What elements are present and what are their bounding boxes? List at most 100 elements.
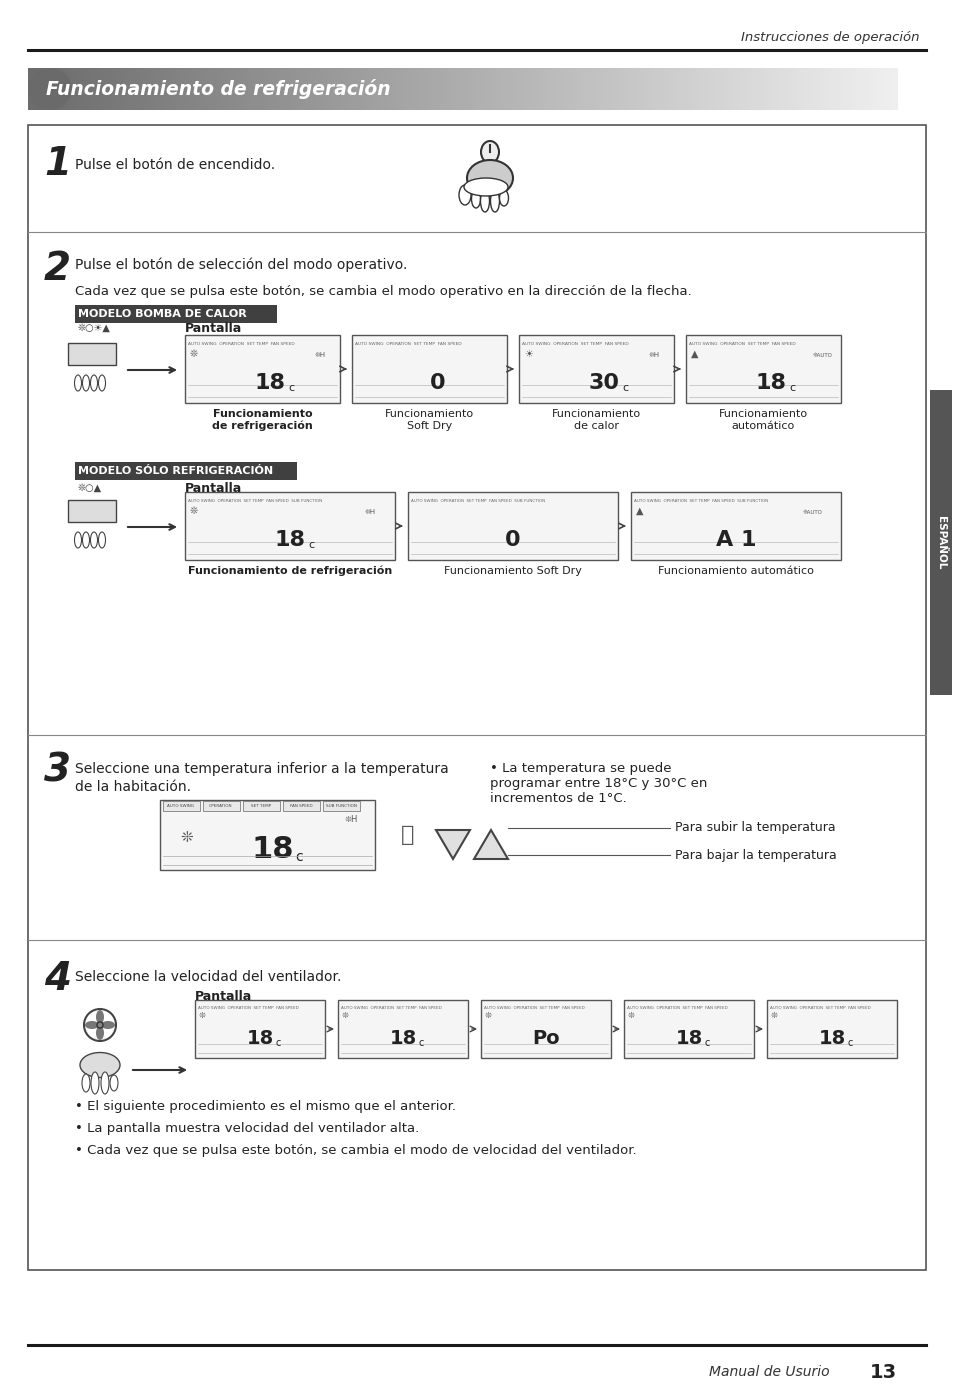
Bar (726, 69, 730, 111)
Text: 3: 3 (44, 752, 71, 790)
Text: ❊○☀▲: ❊○☀▲ (78, 323, 111, 333)
Bar (691, 69, 695, 111)
Bar (480, 69, 483, 111)
Bar (804, 69, 808, 111)
Bar (526, 69, 530, 111)
Bar (891, 69, 895, 111)
Text: ❊: ❊ (770, 1011, 778, 1021)
Bar (700, 69, 703, 111)
Bar (779, 69, 781, 111)
Bar (598, 69, 602, 111)
Bar (395, 69, 399, 111)
Bar (341, 69, 344, 111)
Text: ❊H: ❊H (345, 815, 358, 825)
Text: AUTO SWING  OPERATION  SET TEMP  FAN SPEED  SUB FUNCTION: AUTO SWING OPERATION SET TEMP FAN SPEED … (634, 498, 767, 503)
Bar (66, 69, 69, 111)
Bar (729, 69, 733, 111)
Text: • Cada vez que se pulsa este botón, se cambia el modo de velocidad del ventilado: • Cada vez que se pulsa este botón, se c… (75, 1144, 636, 1156)
Ellipse shape (110, 1075, 118, 1091)
Bar (860, 69, 862, 111)
Bar (355, 69, 358, 111)
Bar (819, 69, 822, 111)
Ellipse shape (480, 141, 498, 162)
Bar (590, 69, 594, 111)
Bar (353, 69, 355, 111)
Bar (709, 69, 712, 111)
Bar (500, 69, 503, 111)
Bar (743, 69, 747, 111)
Text: 18: 18 (251, 836, 294, 864)
Bar (462, 69, 466, 111)
Bar (760, 69, 764, 111)
Bar (840, 69, 842, 111)
Bar (367, 69, 371, 111)
Bar (185, 335, 339, 403)
Text: 2: 2 (44, 251, 71, 288)
Bar (518, 335, 673, 403)
Bar (408, 69, 411, 111)
Bar (578, 69, 581, 111)
Bar (865, 69, 868, 111)
Bar (474, 69, 477, 111)
Bar (564, 69, 567, 111)
Ellipse shape (82, 532, 90, 547)
Bar (185, 491, 395, 560)
Bar (723, 69, 726, 111)
Bar (781, 69, 784, 111)
Bar (885, 69, 889, 111)
Bar (529, 69, 533, 111)
Bar (211, 69, 213, 111)
Bar (755, 69, 759, 111)
Bar (100, 69, 104, 111)
Bar (715, 69, 718, 111)
Bar (824, 69, 828, 111)
Bar (28, 69, 31, 111)
Text: OPERATION: OPERATION (209, 804, 233, 808)
Text: Pantalla: Pantalla (194, 990, 252, 1002)
Bar (352, 335, 506, 403)
Bar (770, 69, 773, 111)
Bar (634, 69, 637, 111)
Bar (317, 69, 321, 111)
Text: ▲: ▲ (690, 349, 698, 358)
Bar (712, 69, 715, 111)
Bar (370, 69, 374, 111)
Text: A 1: A 1 (715, 531, 756, 550)
Ellipse shape (28, 69, 71, 111)
Bar (607, 69, 611, 111)
Bar (289, 69, 292, 111)
Bar (468, 69, 472, 111)
Bar (767, 69, 770, 111)
Ellipse shape (480, 190, 489, 211)
Text: 0: 0 (505, 531, 520, 550)
Bar (465, 69, 469, 111)
Text: AUTO SWING  OPERATION  SET TEMP  FAN SPEED: AUTO SWING OPERATION SET TEMP FAN SPEED (521, 342, 628, 346)
Bar (601, 69, 605, 111)
Text: Pantalla: Pantalla (185, 482, 242, 494)
Text: Funcionamiento de refrigeración: Funcionamiento de refrigeración (46, 78, 390, 99)
Bar (848, 69, 851, 111)
Text: Manual de Usurio: Manual de Usurio (709, 1365, 829, 1379)
Text: Funcionamiento de refrigeración: Funcionamiento de refrigeración (188, 566, 392, 577)
Text: Funcionamiento
de calor: Funcionamiento de calor (552, 409, 640, 431)
Bar (40, 69, 43, 111)
Bar (163, 801, 200, 811)
Bar (642, 69, 645, 111)
Ellipse shape (463, 178, 507, 196)
Bar (375, 69, 379, 111)
Bar (141, 69, 144, 111)
Bar (874, 69, 878, 111)
Text: SUB FUNCTION: SUB FUNCTION (325, 804, 356, 808)
Bar (665, 69, 669, 111)
Bar (671, 69, 675, 111)
Bar (216, 69, 220, 111)
Bar (416, 69, 419, 111)
Text: ❊: ❊ (341, 1011, 349, 1021)
Bar (558, 69, 561, 111)
Bar (784, 69, 787, 111)
Bar (836, 69, 840, 111)
Bar (695, 69, 698, 111)
Bar (309, 69, 313, 111)
Bar (827, 69, 831, 111)
Ellipse shape (91, 375, 97, 391)
